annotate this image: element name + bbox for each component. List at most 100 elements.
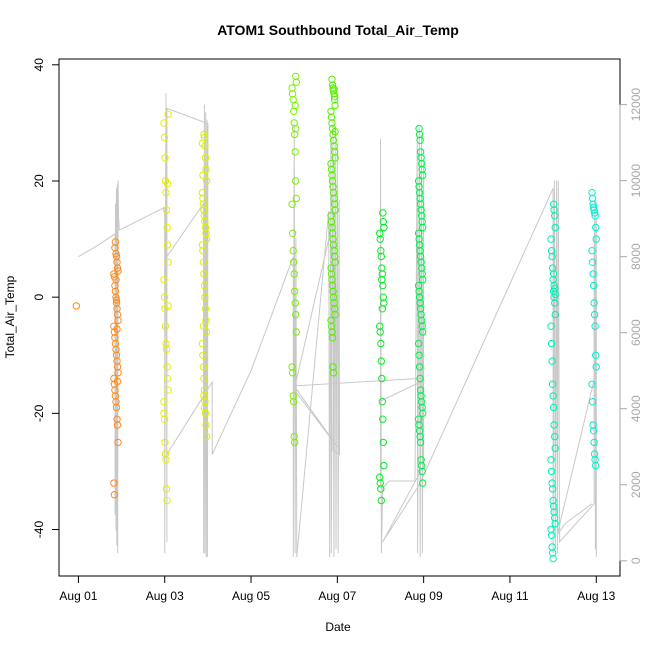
- data-point: [327, 107, 335, 116]
- data-point: [414, 229, 423, 238]
- data-point: [547, 525, 555, 534]
- data-point: [329, 188, 338, 197]
- data-point: [416, 247, 424, 255]
- data-point: [201, 223, 210, 232]
- data-point: [590, 450, 599, 458]
- data-point: [331, 258, 339, 266]
- data-point: [162, 339, 170, 348]
- data-point: [378, 305, 386, 313]
- data-point: [548, 380, 557, 388]
- data-point: [592, 461, 600, 470]
- data-point: [329, 235, 337, 243]
- data-point: [200, 270, 208, 278]
- data-point: [551, 310, 559, 319]
- data-point: [329, 287, 337, 296]
- data-point: [550, 421, 558, 429]
- data-point: [547, 531, 556, 539]
- data-point: [414, 339, 423, 348]
- data-point: [550, 206, 558, 214]
- data-point: [112, 299, 121, 307]
- data-point: [329, 241, 338, 249]
- data-point: [416, 432, 424, 441]
- data-point: [418, 264, 426, 272]
- y2-tick-label: 0: [629, 557, 643, 564]
- data-point: [199, 171, 207, 179]
- data-point: [202, 235, 211, 243]
- data-point: [288, 363, 296, 371]
- data-point: [419, 276, 427, 284]
- data-point: [547, 247, 556, 255]
- data-point: [417, 258, 425, 266]
- data-point: [160, 276, 168, 284]
- data-point: [417, 310, 425, 319]
- data-point: [547, 322, 555, 330]
- data-point: [112, 276, 120, 284]
- data-point: [551, 223, 559, 232]
- data-point: [111, 392, 120, 400]
- data-point: [164, 386, 172, 394]
- data-point: [548, 485, 557, 493]
- data-point: [113, 325, 121, 333]
- data-point: [588, 380, 596, 388]
- data-point: [162, 345, 171, 354]
- data-point: [200, 386, 209, 394]
- data-point: [164, 258, 172, 266]
- data-point: [113, 363, 122, 371]
- data-point: [588, 194, 597, 203]
- data-point: [590, 299, 598, 307]
- x-tick-label: Aug 11: [491, 589, 528, 603]
- data-point: [415, 363, 424, 371]
- data-point: [417, 456, 425, 464]
- data-point: [163, 180, 172, 188]
- data-point: [376, 322, 384, 330]
- x-axis-label: Date: [325, 620, 351, 634]
- data-point: [550, 281, 558, 290]
- data-point: [292, 310, 300, 319]
- data-point: [328, 171, 336, 179]
- data-point: [330, 142, 338, 150]
- data-point: [112, 398, 120, 406]
- data-point: [111, 386, 119, 394]
- data-point: [378, 374, 386, 383]
- data-point: [290, 432, 298, 441]
- data-point: [328, 334, 337, 342]
- data-point: [330, 93, 339, 101]
- data-point: [588, 258, 597, 266]
- data-point: [547, 235, 555, 243]
- data-point: [415, 130, 424, 139]
- data-point: [547, 456, 555, 464]
- data-point: [114, 438, 122, 447]
- data-point: [327, 113, 336, 121]
- data-point: [588, 188, 596, 197]
- data-point: [330, 85, 338, 93]
- data-point: [548, 543, 556, 551]
- y-axis: -40 -20 0 20 40: [32, 58, 60, 538]
- data-point: [415, 125, 423, 133]
- data-point: [200, 403, 209, 412]
- data-point: [416, 299, 424, 307]
- data-point: [419, 479, 427, 487]
- data-point: [201, 305, 210, 313]
- data-point: [328, 177, 337, 185]
- data-point: [418, 403, 426, 412]
- data-point: [414, 281, 423, 290]
- data-point: [549, 392, 557, 400]
- data-point: [291, 299, 299, 307]
- data-point: [416, 386, 425, 394]
- data-point: [111, 244, 119, 252]
- data-point: [201, 154, 210, 162]
- data-point: [200, 374, 208, 383]
- data-point: [164, 110, 172, 118]
- data-point: [416, 194, 424, 203]
- y-tick-label: 40: [32, 58, 46, 72]
- data-point: [376, 235, 384, 243]
- data-point: [163, 241, 172, 249]
- data-point: [590, 209, 599, 217]
- data-point: [327, 159, 335, 168]
- data-point: [199, 363, 208, 371]
- data-point: [377, 252, 385, 261]
- data-point: [327, 264, 335, 272]
- temperature-points: [72, 72, 600, 563]
- data-point: [415, 351, 423, 359]
- data-point: [328, 223, 336, 232]
